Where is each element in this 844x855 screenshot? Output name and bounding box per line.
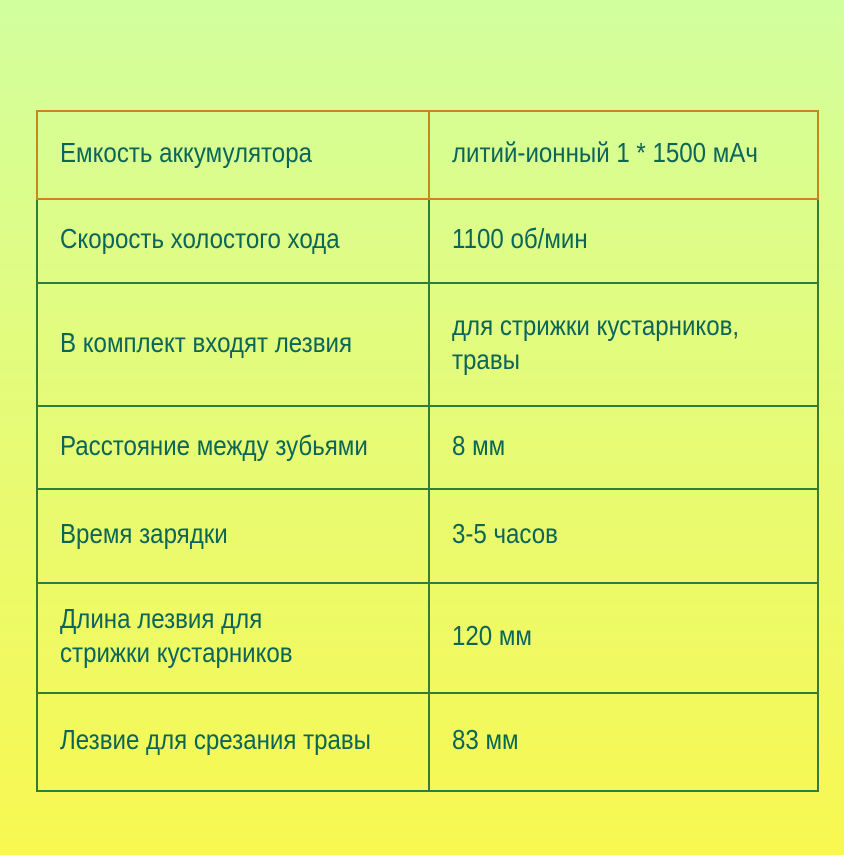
value-text: 8 мм	[452, 429, 506, 461]
specs-table: Емкость аккумулятора литий-ионный 1 * 15…	[36, 110, 819, 792]
table-row: Емкость аккумулятора литий-ионный 1 * 15…	[36, 110, 819, 200]
table-row: Лезвие для срезания травы 83 мм	[36, 692, 819, 792]
value-text: для стрижки кустарников, травы	[452, 309, 740, 375]
spec-label: Расстояние между зубьями	[36, 405, 430, 490]
spec-value: 3-5 часов	[428, 488, 819, 584]
spec-label: Время зарядки	[36, 488, 430, 584]
value-text: 120 мм	[452, 620, 532, 651]
label-text: Лезвие для срезания травы	[60, 724, 371, 755]
spec-label: Лезвие для срезания травы	[36, 692, 430, 792]
label-text: Длина лезвия для стрижки кустарников	[60, 603, 293, 668]
spec-value: 1100 об/мин	[428, 198, 819, 284]
table-row: В комплект входят лезвия для стрижки кус…	[36, 282, 819, 407]
table-row: Расстояние между зубьями 8 мм	[36, 405, 819, 490]
value-text: 83 мм	[452, 724, 519, 755]
spec-label: Емкость аккумулятора	[36, 110, 430, 200]
spec-value: 83 мм	[428, 692, 819, 792]
table-row: Длина лезвия для стрижки кустарников 120…	[36, 582, 819, 694]
spec-value: литий-ионный 1 * 1500 мАч	[428, 110, 819, 200]
value-text: 3-5 часов	[452, 518, 558, 549]
spec-label: Длина лезвия для стрижки кустарников	[36, 582, 430, 694]
value-text: литий-ионный 1 * 1500 мАч	[452, 137, 758, 168]
label-text: Расстояние между зубьями	[60, 429, 368, 461]
label-text: Емкость аккумулятора	[60, 137, 312, 168]
spec-value: 8 мм	[428, 405, 819, 490]
spec-value: для стрижки кустарников, травы	[428, 282, 819, 407]
table-row: Скорость холостого хода 1100 об/мин	[36, 198, 819, 284]
spec-value: 120 мм	[428, 582, 819, 694]
label-text: В комплект входят лезвия	[60, 326, 352, 358]
spec-label: В комплект входят лезвия	[36, 282, 430, 407]
label-text: Время зарядки	[60, 518, 228, 549]
value-text: 1100 об/мин	[452, 223, 588, 254]
label-text: Скорость холостого хода	[60, 223, 340, 254]
table-row: Время зарядки 3-5 часов	[36, 488, 819, 584]
spec-label: Скорость холостого хода	[36, 198, 430, 284]
